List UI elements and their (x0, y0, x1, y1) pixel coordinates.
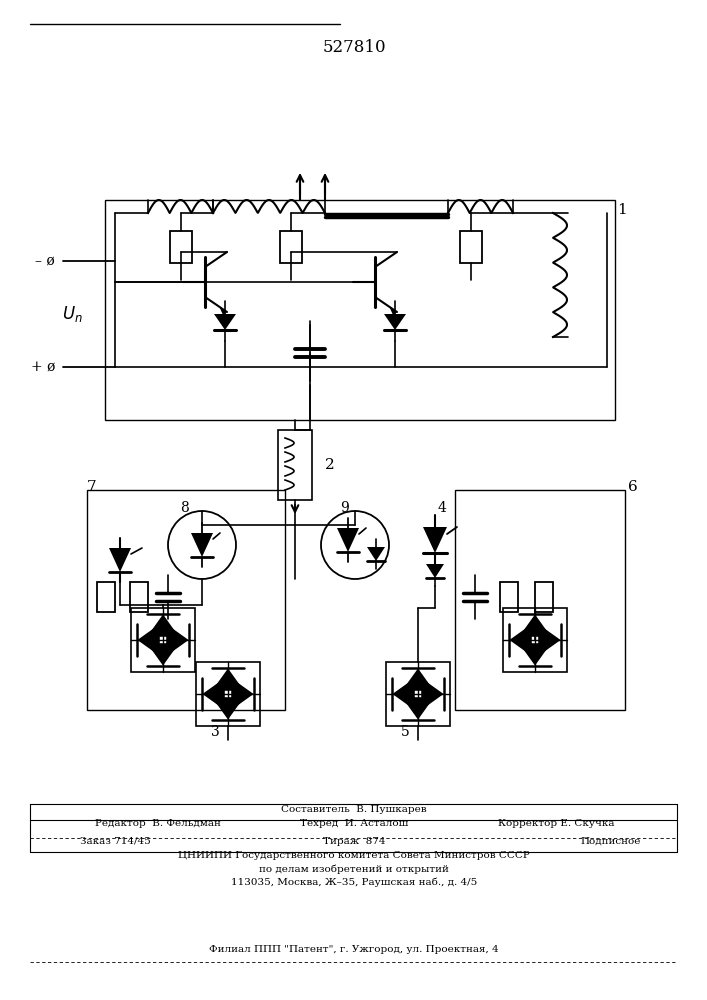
Bar (131, 608, 195, 672)
Polygon shape (202, 678, 225, 710)
Text: 113035, Москва, Ж–35, Раушская наб., д. 4/5: 113035, Москва, Ж–35, Раушская наб., д. … (231, 877, 477, 887)
Text: 8: 8 (180, 501, 189, 515)
Bar (455, 490, 625, 710)
Polygon shape (231, 678, 254, 710)
Bar (97, 582, 115, 612)
Polygon shape (147, 643, 179, 666)
Text: 1: 1 (617, 203, 627, 217)
Text: Подписное: Подписное (580, 836, 641, 846)
Text: Редактор  В. Фельдман: Редактор В. Фельдман (95, 820, 221, 828)
Polygon shape (423, 527, 447, 553)
Polygon shape (402, 668, 434, 691)
Polygon shape (538, 624, 561, 656)
Bar (500, 582, 518, 612)
Bar (535, 582, 553, 612)
Polygon shape (519, 643, 551, 666)
Polygon shape (426, 564, 444, 578)
Text: Составитель  В. Пушкарев: Составитель В. Пушкарев (281, 806, 427, 814)
Text: 9: 9 (340, 501, 349, 515)
Polygon shape (191, 533, 213, 557)
Text: по делам изобретений и открытий: по делам изобретений и открытий (259, 864, 449, 874)
Polygon shape (519, 614, 551, 637)
Polygon shape (510, 624, 532, 656)
Bar (130, 582, 148, 612)
Text: Тираж  874: Тираж 874 (323, 836, 385, 846)
Text: + ø: + ø (30, 360, 55, 374)
Text: 3: 3 (211, 725, 219, 739)
Polygon shape (214, 314, 236, 330)
Bar (386, 662, 450, 726)
Polygon shape (392, 678, 415, 710)
Text: 4: 4 (438, 501, 447, 515)
Polygon shape (402, 697, 434, 720)
Text: 5: 5 (401, 725, 409, 739)
Polygon shape (147, 614, 179, 637)
Bar (87, 490, 285, 710)
Polygon shape (367, 547, 385, 561)
Text: Филиал ППП "Патент", г. Ужгород, ул. Проектная, 4: Филиал ППП "Патент", г. Ужгород, ул. Про… (209, 946, 499, 954)
Text: ЦНИИПИ Государственного комитета Совета Министров СССР: ЦНИИПИ Государственного комитета Совета … (178, 850, 530, 859)
Text: 2: 2 (325, 458, 334, 472)
Text: – ø: – ø (35, 254, 55, 268)
Text: $U_n$: $U_n$ (62, 304, 83, 324)
Polygon shape (421, 678, 443, 710)
Text: Заказ 714/45: Заказ 714/45 (80, 836, 151, 846)
Text: 6: 6 (628, 480, 638, 494)
Polygon shape (166, 624, 189, 656)
Polygon shape (337, 528, 359, 552)
Bar (196, 662, 260, 726)
Polygon shape (212, 697, 244, 720)
Text: 7: 7 (87, 480, 97, 494)
Polygon shape (109, 548, 131, 572)
Polygon shape (384, 314, 406, 330)
Bar (278, 430, 312, 500)
Bar (170, 231, 192, 263)
Text: Техред  И. Асталош: Техред И. Асталош (300, 820, 408, 828)
Polygon shape (219, 306, 227, 315)
Polygon shape (389, 306, 397, 315)
Bar (503, 608, 567, 672)
Polygon shape (212, 668, 244, 691)
Bar (105, 200, 615, 420)
Polygon shape (137, 624, 160, 656)
Text: 527810: 527810 (322, 39, 386, 56)
Text: Корректор Е. Скучка: Корректор Е. Скучка (498, 820, 615, 828)
Bar (280, 231, 302, 263)
Bar (460, 231, 482, 263)
